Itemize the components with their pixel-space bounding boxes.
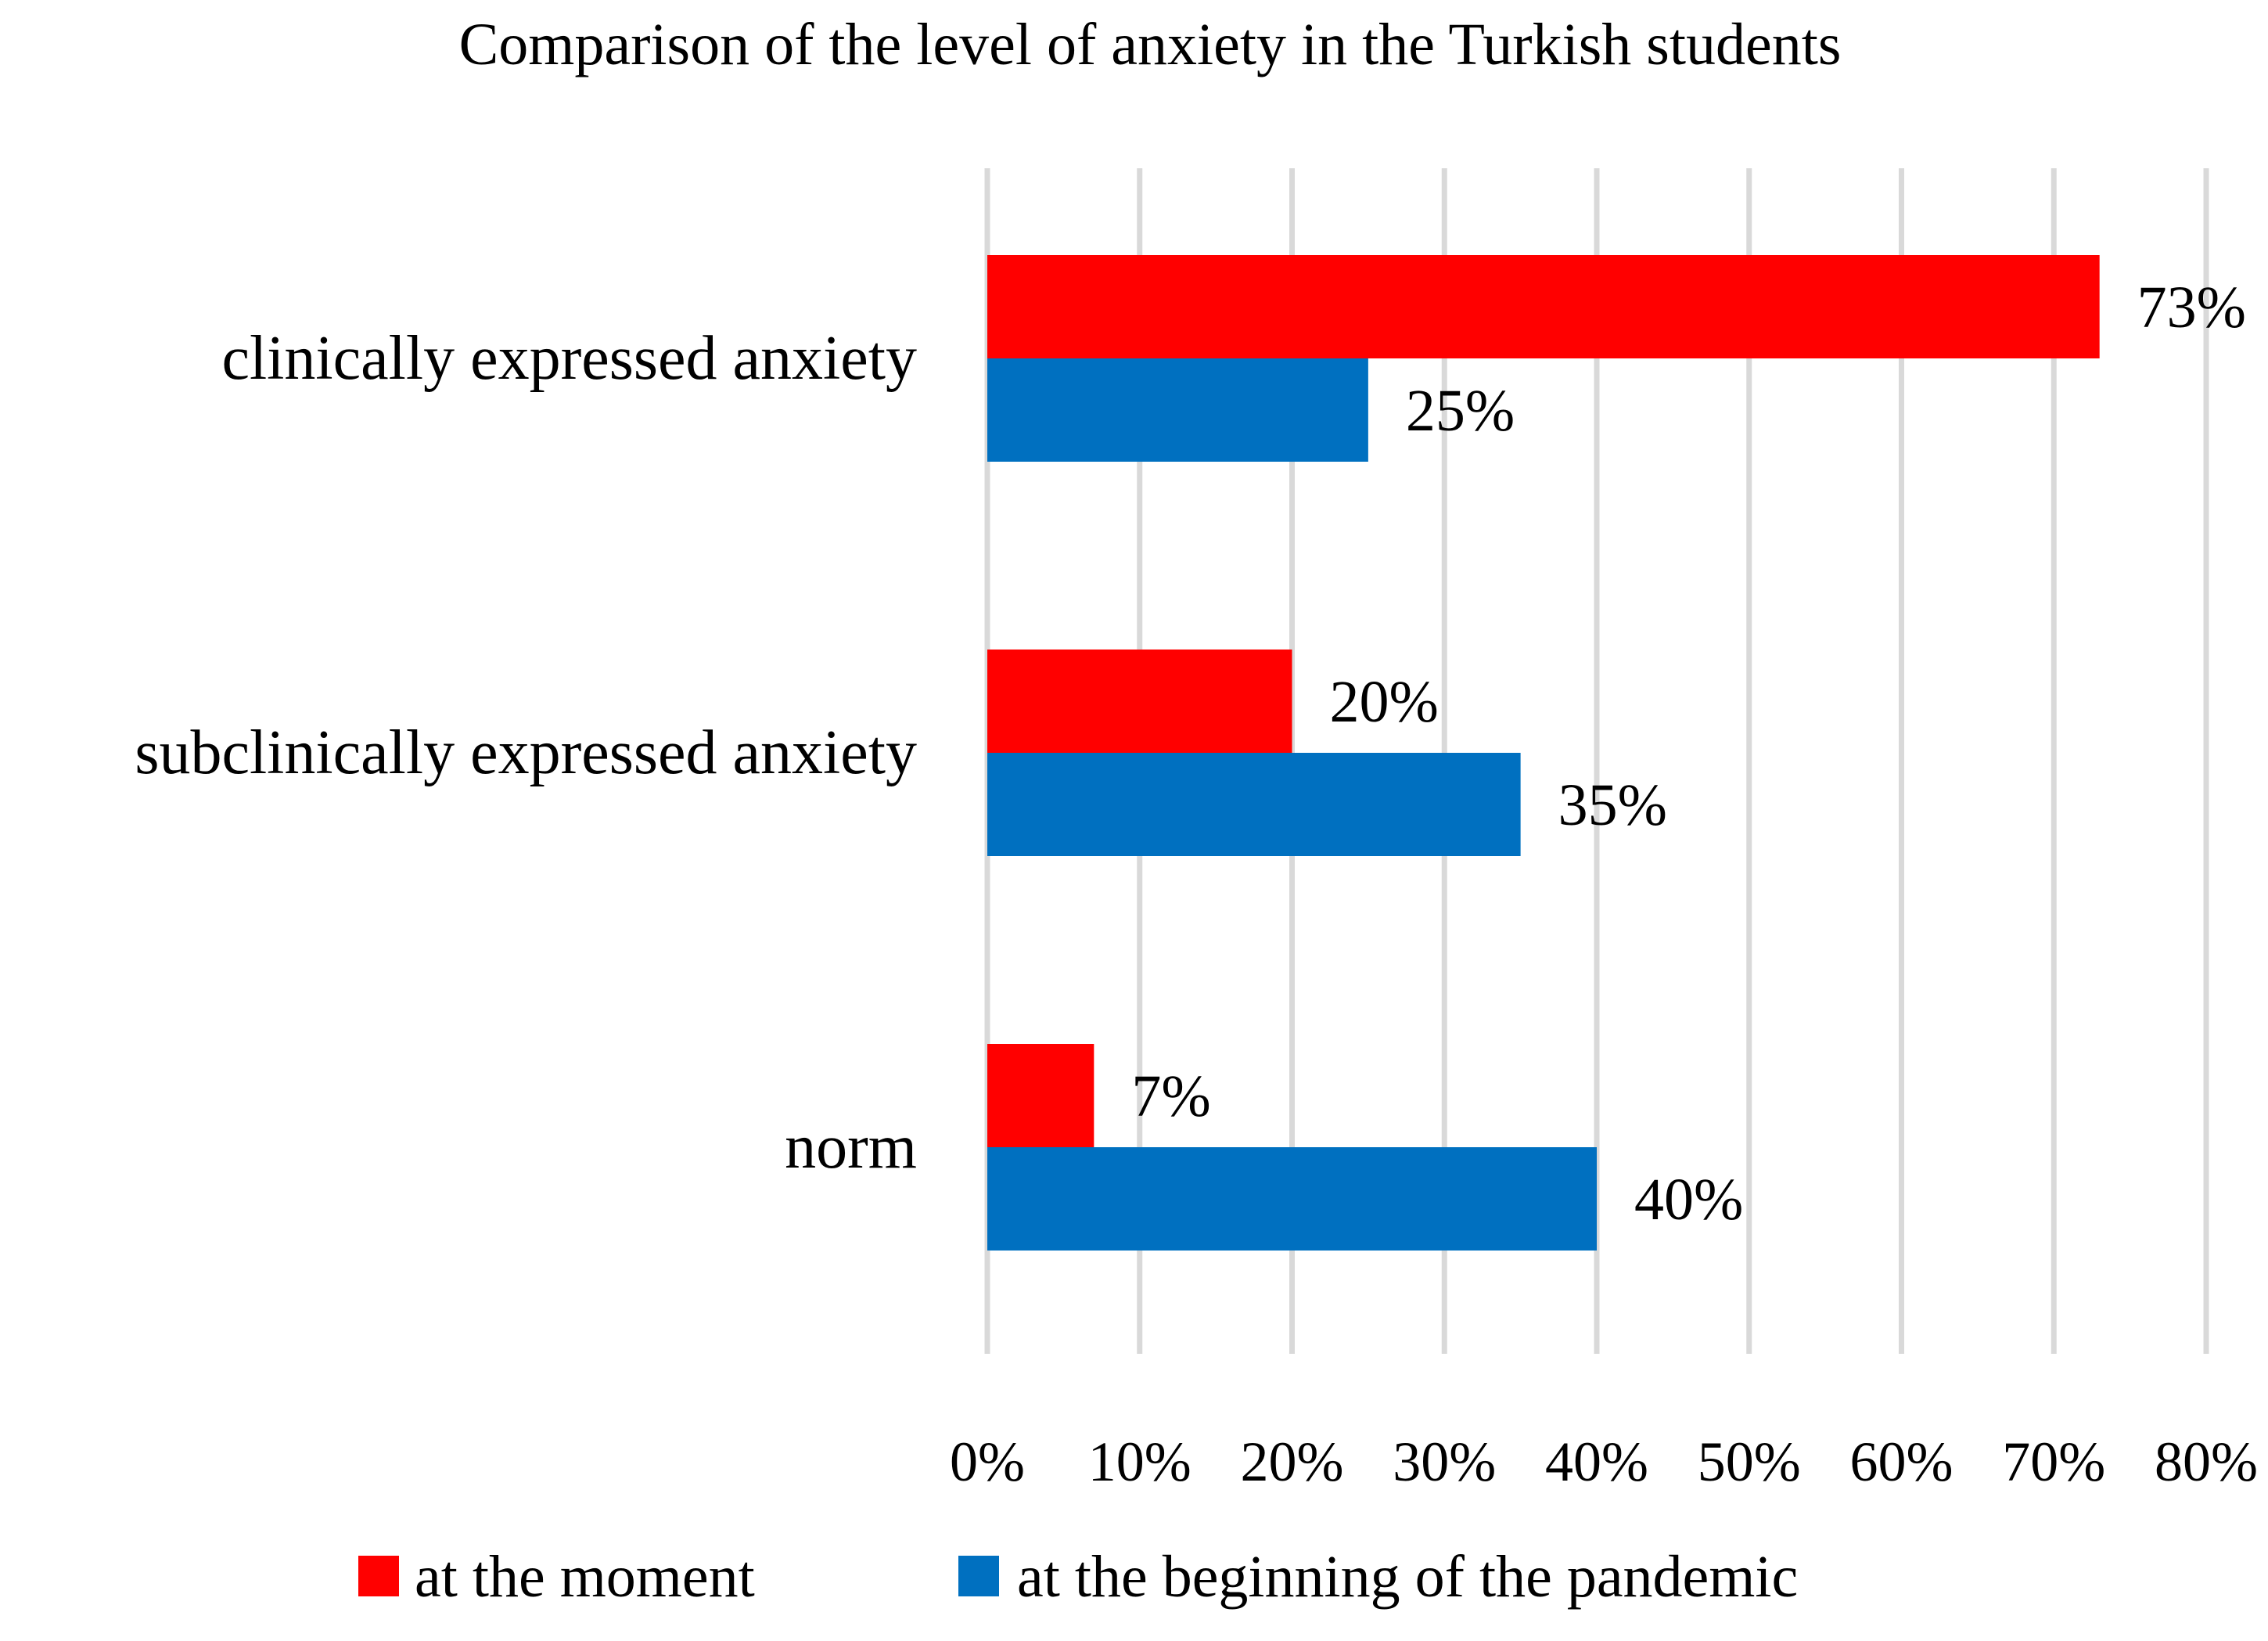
legend-swatch [358,1556,399,1596]
x-tick-label: 0% [950,1430,1025,1493]
bars [987,255,2100,1251]
bar-at-the-moment [987,650,1292,753]
x-tick-label: 70% [2002,1430,2105,1493]
category-label: subclinically expressed anxiety [135,718,917,787]
bar-beginning-of-pandemic [987,1147,1597,1251]
data-label: 35% [1558,772,1667,838]
legend: at the moment at the beginning of the pan… [358,1544,1798,1610]
legend-swatch [958,1556,999,1596]
category-label: clinically expressed anxiety [221,324,917,393]
chart-title: Comparison of the level of anxiety in th… [459,12,1842,77]
x-axis-tick-labels: 0% 10% 20% 30% 40% 50% 60% 70% 80% [950,1430,2258,1493]
data-label: 73% [2137,275,2246,340]
legend-label: at the beginning of the pandemic [1017,1544,1798,1610]
bar-at-the-moment [987,1044,1094,1147]
data-label: 40% [1634,1167,1743,1233]
category-label: norm [785,1113,917,1182]
bar-beginning-of-pandemic [987,753,1521,856]
x-tick-label: 60% [1850,1430,1953,1493]
x-tick-label: 20% [1241,1430,1344,1493]
data-labels: 73% 25% 20% 35% 7% 40% [1131,275,2246,1233]
bar-at-the-moment [987,255,2100,358]
category-labels: clinically expressed anxiety subclinicall… [135,324,917,1182]
x-tick-label: 80% [2155,1430,2258,1493]
x-tick-label: 40% [1545,1430,1648,1493]
x-tick-label: 30% [1393,1430,1496,1493]
x-tick-label: 10% [1088,1430,1192,1493]
bar-beginning-of-pandemic [987,358,1368,462]
data-label: 7% [1131,1063,1210,1129]
data-label: 20% [1330,669,1439,735]
x-tick-label: 50% [1698,1430,1801,1493]
legend-label: at the moment [415,1544,755,1610]
data-label: 25% [1406,378,1515,444]
